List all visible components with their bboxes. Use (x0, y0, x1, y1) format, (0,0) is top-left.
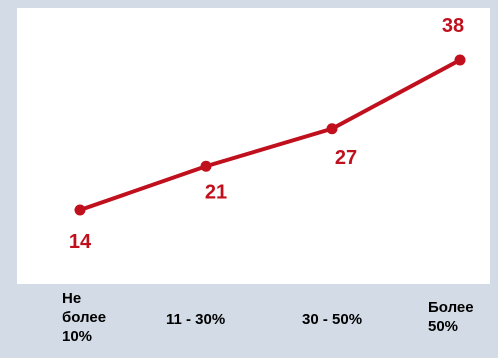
x-tick-label-2: 11 - 30% (166, 310, 266, 329)
x-tick-label-4-line-1: Более (428, 299, 474, 316)
x-tick-label-4-line-2: 50% (428, 318, 459, 335)
x-tick-label-3: 30 - 50% (302, 310, 402, 329)
data-label-3: 27 (335, 147, 357, 169)
data-label-4: 38 (442, 15, 464, 37)
x-tick-label-4: Более 50% (428, 298, 498, 336)
data-point-4 (454, 54, 466, 66)
data-point-2 (200, 160, 212, 172)
data-point-3 (326, 123, 338, 135)
data-label-1: 14 (69, 231, 92, 253)
x-tick-label-2-line-1: 11 - 30% (166, 311, 226, 328)
series-line (78, 58, 462, 212)
data-point-1 (74, 204, 86, 216)
x-tick-label-1-line-2: более (62, 309, 107, 326)
data-label-2: 21 (205, 181, 227, 203)
x-tick-label-1-line-3: 10% (62, 328, 93, 345)
x-tick-label-1-line-1: Не (62, 290, 82, 307)
x-tick-label-3-line-1: 30 - 50% (302, 311, 363, 328)
plot-area: 14 21 27 38 (17, 8, 490, 284)
line-chart: 14 21 27 38 (69, 15, 466, 253)
x-tick-label-1: Не более 10% (62, 289, 132, 346)
